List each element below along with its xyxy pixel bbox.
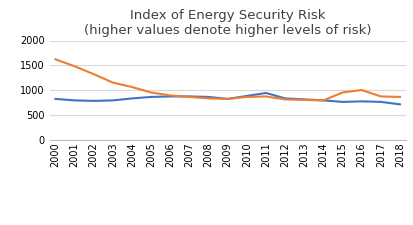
Russia: [396, 96, 401, 98]
U.S.: [167, 95, 172, 98]
Russia: [301, 99, 306, 101]
U.S.: [91, 99, 96, 102]
Russia: [263, 95, 268, 98]
U.S.: [396, 103, 401, 106]
Russia: [187, 96, 192, 98]
Russia: [53, 58, 58, 61]
Russia: [225, 98, 230, 100]
Russia: [339, 91, 344, 94]
Russia: [244, 96, 249, 98]
U.S.: [244, 94, 249, 97]
U.S.: [282, 97, 287, 100]
Russia: [129, 86, 134, 88]
Russia: [72, 65, 77, 68]
Russia: [358, 89, 363, 91]
Line: U.S.: U.S.: [55, 93, 399, 104]
Russia: [377, 95, 382, 98]
Russia: [282, 98, 287, 101]
U.S.: [225, 98, 230, 100]
U.S.: [148, 96, 153, 98]
U.S.: [206, 96, 211, 98]
Line: Russia: Russia: [55, 59, 399, 100]
U.S.: [110, 99, 115, 102]
Russia: [206, 97, 211, 100]
Russia: [110, 81, 115, 84]
Russia: [91, 73, 96, 76]
U.S.: [301, 98, 306, 101]
U.S.: [129, 97, 134, 100]
U.S.: [263, 92, 268, 94]
U.S.: [187, 95, 192, 98]
U.S.: [320, 99, 325, 102]
U.S.: [358, 100, 363, 103]
Russia: [148, 91, 153, 94]
U.S.: [72, 99, 77, 102]
Title: Index of Energy Security Risk
(higher values denote higher levels of risk): Index of Energy Security Risk (higher va…: [84, 9, 370, 36]
U.S.: [339, 101, 344, 103]
Russia: [320, 99, 325, 102]
Russia: [167, 94, 172, 97]
U.S.: [53, 98, 58, 100]
U.S.: [377, 101, 382, 103]
